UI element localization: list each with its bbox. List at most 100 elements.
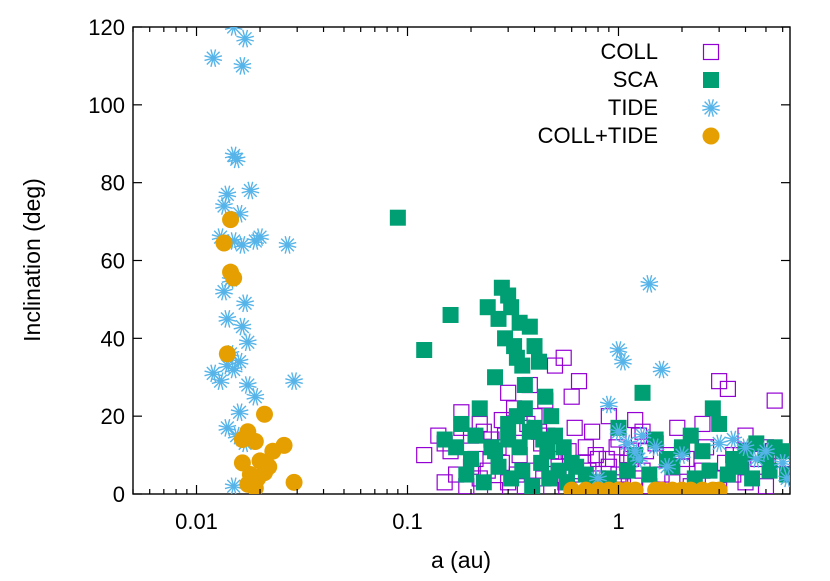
data-point [236,29,255,48]
data-point [516,377,533,394]
data-point [227,150,246,169]
data-point [218,356,237,375]
data-point [255,405,273,423]
data-point [475,474,492,491]
data-point [503,299,520,316]
data-point [442,306,459,323]
data-point [453,415,470,432]
data-point [641,466,658,483]
data-point [694,443,711,460]
data-point [222,211,240,229]
data-point [225,269,243,287]
data-point [747,450,766,468]
data-point [246,432,264,450]
y-tick-label: 20 [101,404,125,429]
data-point [773,453,790,472]
data-point [539,443,556,460]
x-tick-label: 0.1 [392,509,423,534]
y-tick-label: 100 [88,93,125,118]
data-point [711,415,728,432]
data-point [236,294,255,313]
data-point [211,372,230,391]
data-point [761,462,778,479]
x-axis-label: a (au) [431,547,491,573]
data-point [524,478,541,494]
y-tick-label: 0 [113,482,125,507]
data-point [458,466,475,483]
data-point [736,438,755,457]
data-point [600,408,617,425]
y-tick-label: 120 [88,15,125,40]
data-point [673,446,691,464]
data-point [215,197,233,215]
data-point [224,477,243,494]
data-point [694,415,711,433]
data-point [633,426,652,445]
data-point [471,400,488,417]
data-point [724,430,743,449]
data-point [521,423,538,440]
data-point [600,470,617,487]
data-point [744,470,761,487]
data-point [719,466,736,483]
data-point [514,357,531,374]
data-point [652,360,671,379]
data-point [614,352,632,371]
data-point [218,310,237,328]
data-point [241,181,260,200]
data-point [587,446,604,464]
legend-marker [703,72,719,88]
data-point [619,462,636,479]
y-tick-label: 60 [101,249,125,274]
data-point [238,333,257,352]
data-point [682,427,699,444]
data-point [278,236,297,254]
data-point [463,450,480,467]
data-point [218,345,236,363]
data-point [779,466,790,483]
data-point [778,469,790,488]
data-point [563,388,580,405]
data-point [566,419,583,436]
data-point [537,388,554,405]
data-point [584,423,601,440]
data-point [516,400,533,417]
data-point [555,439,572,456]
data-point [757,442,775,461]
legend-label-coll: COLL [601,39,658,64]
data-point [511,439,528,456]
data-point [766,392,783,409]
y-tick-label: 80 [101,171,125,196]
legend-label-sca: SCA [613,67,659,92]
data-point [233,317,252,336]
data-point [710,434,729,453]
data-point [490,458,507,475]
data-point [230,403,249,422]
data-point [630,427,648,444]
data-point [467,427,484,444]
data-point [634,384,651,401]
data-point [563,481,581,494]
data-point [568,458,585,475]
data-point [233,57,252,75]
data-point [669,419,686,436]
data-point [233,431,251,449]
data-point [285,372,303,391]
data-point [658,457,676,476]
data-point [416,446,433,464]
data-point [719,380,736,398]
y-axis-label: Inclination (deg) [19,178,45,342]
data-point [646,438,665,457]
data-point [490,310,507,327]
data-point [521,318,538,335]
data-point [500,384,517,401]
data-point [238,376,257,394]
data-point [630,450,648,468]
data-point [487,443,504,460]
data-point [704,400,721,417]
series-coll-tide [215,211,728,494]
data-point [246,387,265,406]
data-point [448,439,465,456]
data-point [218,418,237,437]
